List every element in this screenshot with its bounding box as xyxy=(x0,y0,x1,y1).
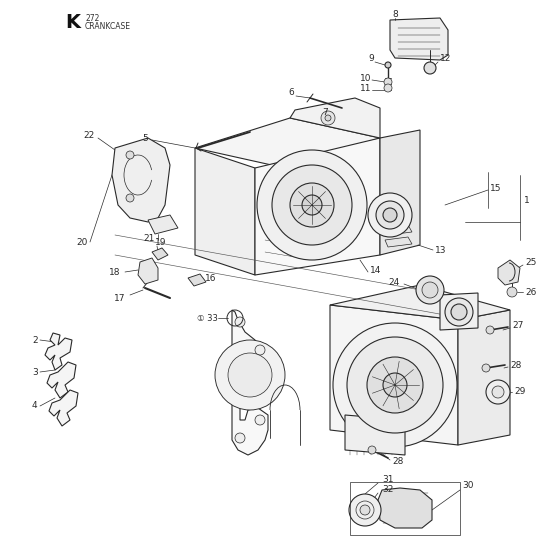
Polygon shape xyxy=(378,488,432,528)
Text: 32: 32 xyxy=(382,486,393,494)
Circle shape xyxy=(349,494,381,526)
Text: 16: 16 xyxy=(205,273,217,282)
Polygon shape xyxy=(380,130,420,255)
Polygon shape xyxy=(390,18,448,60)
Text: 31: 31 xyxy=(382,475,394,484)
Text: 22: 22 xyxy=(84,130,95,139)
Polygon shape xyxy=(148,215,178,234)
Polygon shape xyxy=(330,305,458,445)
Text: 9: 9 xyxy=(368,54,374,63)
Circle shape xyxy=(416,276,444,304)
Polygon shape xyxy=(188,274,206,286)
Circle shape xyxy=(325,115,331,121)
Polygon shape xyxy=(47,362,76,398)
Text: 13: 13 xyxy=(435,245,446,254)
Polygon shape xyxy=(458,310,510,445)
Text: 10: 10 xyxy=(360,73,371,82)
Text: 5: 5 xyxy=(142,133,148,142)
Text: 7: 7 xyxy=(322,108,328,116)
Text: 25: 25 xyxy=(525,258,536,267)
Polygon shape xyxy=(440,293,478,330)
Polygon shape xyxy=(195,148,255,275)
Circle shape xyxy=(126,194,134,202)
Polygon shape xyxy=(152,248,168,260)
Text: 27: 27 xyxy=(512,320,524,329)
Circle shape xyxy=(482,364,490,372)
Circle shape xyxy=(384,78,392,86)
Circle shape xyxy=(272,165,352,245)
Polygon shape xyxy=(195,118,380,168)
Polygon shape xyxy=(345,415,405,455)
Text: 3: 3 xyxy=(32,367,38,376)
Circle shape xyxy=(255,415,265,425)
Text: 28: 28 xyxy=(392,458,403,466)
Text: 20: 20 xyxy=(77,237,88,246)
Text: 6: 6 xyxy=(288,87,294,96)
Text: 18: 18 xyxy=(109,268,120,277)
Text: ① 33: ① 33 xyxy=(197,314,218,323)
Circle shape xyxy=(290,183,334,227)
Text: 11: 11 xyxy=(360,83,371,92)
Text: K: K xyxy=(65,12,80,31)
Text: 14: 14 xyxy=(370,265,381,274)
Text: 8: 8 xyxy=(392,10,398,18)
Circle shape xyxy=(215,340,285,410)
Circle shape xyxy=(385,62,391,68)
Circle shape xyxy=(383,208,397,222)
Polygon shape xyxy=(255,138,380,275)
Polygon shape xyxy=(112,138,170,222)
Circle shape xyxy=(368,193,412,237)
Circle shape xyxy=(257,150,367,260)
Circle shape xyxy=(302,195,322,215)
Circle shape xyxy=(235,433,245,443)
Circle shape xyxy=(486,380,510,404)
Circle shape xyxy=(384,84,392,92)
Circle shape xyxy=(321,111,335,125)
Circle shape xyxy=(360,505,370,515)
Text: 19: 19 xyxy=(155,237,166,246)
Circle shape xyxy=(235,317,245,327)
Circle shape xyxy=(333,323,457,447)
Circle shape xyxy=(383,373,407,397)
Circle shape xyxy=(228,353,272,397)
Polygon shape xyxy=(290,98,380,138)
Text: 4: 4 xyxy=(32,402,38,410)
Text: 21: 21 xyxy=(143,234,155,242)
Polygon shape xyxy=(330,285,510,320)
Text: 24: 24 xyxy=(389,278,400,287)
Circle shape xyxy=(424,62,436,74)
Polygon shape xyxy=(138,258,158,284)
Text: CRANKCASE: CRANKCASE xyxy=(85,21,131,30)
Polygon shape xyxy=(385,237,412,247)
Circle shape xyxy=(451,304,467,320)
Text: 17: 17 xyxy=(114,293,125,302)
Circle shape xyxy=(255,345,265,355)
Circle shape xyxy=(507,287,517,297)
Text: 15: 15 xyxy=(490,184,502,193)
Polygon shape xyxy=(232,310,268,455)
Text: 29: 29 xyxy=(514,388,525,396)
Text: 30: 30 xyxy=(462,482,474,491)
Text: 2: 2 xyxy=(32,335,38,344)
Circle shape xyxy=(126,151,134,159)
Circle shape xyxy=(347,337,443,433)
Circle shape xyxy=(486,326,494,334)
Text: 12: 12 xyxy=(440,54,451,63)
Polygon shape xyxy=(45,333,72,370)
Circle shape xyxy=(368,446,376,454)
Circle shape xyxy=(445,298,473,326)
Polygon shape xyxy=(498,260,520,285)
Text: 272: 272 xyxy=(85,13,99,22)
Text: 26: 26 xyxy=(525,287,536,296)
Text: 1: 1 xyxy=(524,195,530,204)
Circle shape xyxy=(376,201,404,229)
Circle shape xyxy=(367,357,423,413)
Circle shape xyxy=(422,282,438,298)
Polygon shape xyxy=(385,225,412,235)
Text: 28: 28 xyxy=(510,361,521,370)
Polygon shape xyxy=(49,390,78,426)
Circle shape xyxy=(492,386,504,398)
